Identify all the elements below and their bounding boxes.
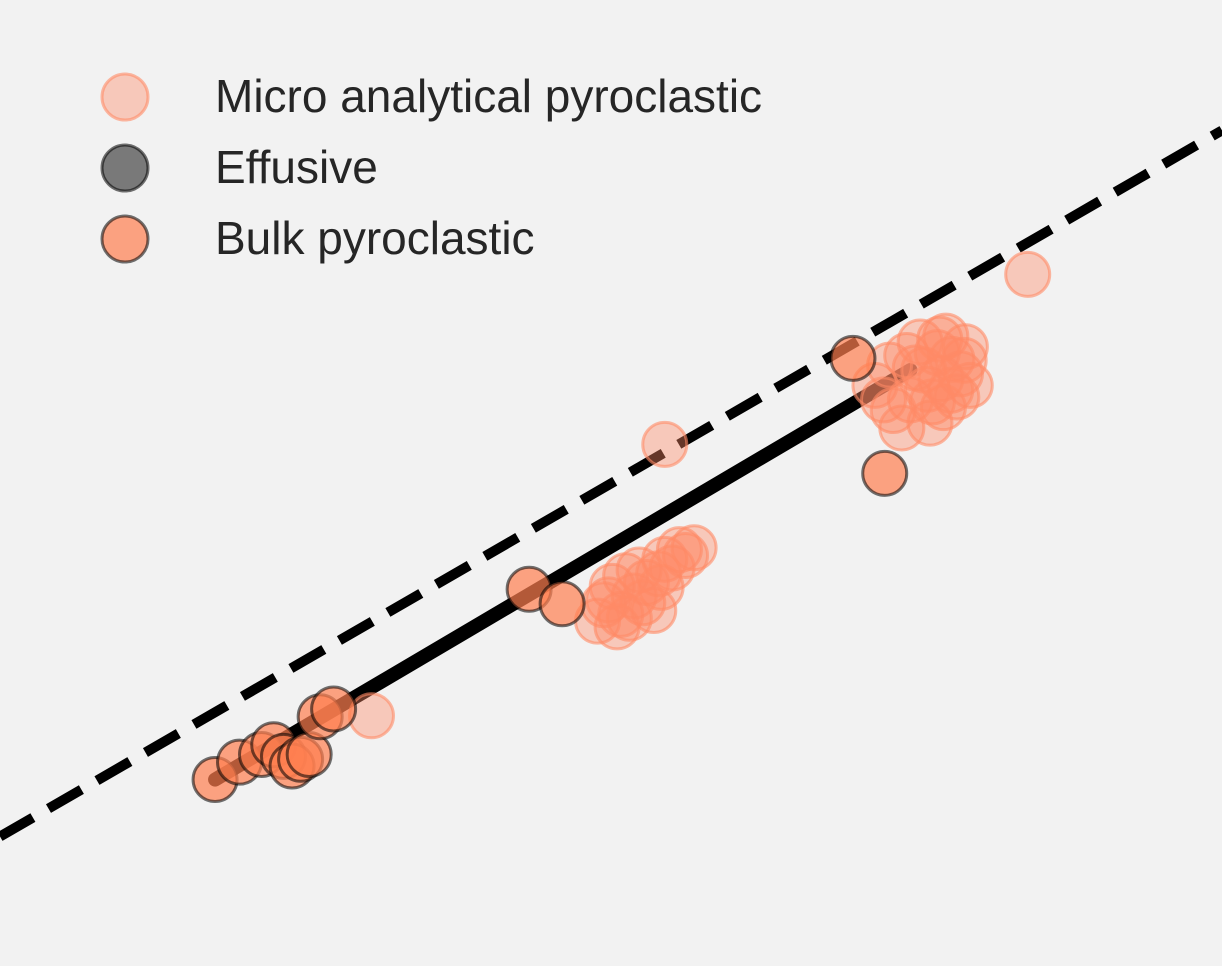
- legend-marker-micro-analytical-pyroclastic: [100, 72, 150, 122]
- legend-label-micro-analytical-pyroclastic: Micro analytical pyroclastic: [215, 70, 762, 122]
- point-bulk-pyroclastic-13: [861, 449, 909, 497]
- point-micro-analytical-pyroclastic-42: [670, 524, 718, 572]
- point-micro-analytical-pyroclastic-18: [941, 323, 989, 371]
- point-bulk-pyroclastic-9: [310, 685, 358, 733]
- points-layer: [191, 250, 1052, 804]
- point-micro-analytical-pyroclastic-1: [641, 420, 689, 468]
- legend-marker-effusive: [100, 143, 150, 193]
- legend-label-effusive: Effusive: [215, 141, 378, 193]
- point-micro-analytical-pyroclastic-25: [860, 376, 908, 424]
- point-micro-analytical-pyroclastic-46: [637, 563, 685, 611]
- point-micro-analytical-pyroclastic-45: [619, 579, 667, 627]
- point-micro-analytical-pyroclastic-26: [916, 315, 964, 363]
- point-micro-analytical-pyroclastic-47: [605, 594, 653, 642]
- point-bulk-pyroclastic-11: [538, 580, 586, 628]
- point-micro-analytical-pyroclastic-41: [662, 531, 710, 579]
- reference-line-dashed: [0, 126, 1222, 841]
- point-bulk-pyroclastic-12: [829, 334, 877, 382]
- legend-label-bulk-pyroclastic: Bulk pyroclastic: [215, 212, 535, 264]
- point-micro-analytical-pyroclastic-27: [919, 384, 967, 432]
- legend: Micro analytical pyroclastic Effusive Bu…: [100, 70, 762, 264]
- point-micro-analytical-pyroclastic-2: [1004, 250, 1052, 298]
- legend-marker-bulk-pyroclastic: [100, 214, 150, 264]
- point-micro-analytical-pyroclastic-40: [655, 526, 703, 574]
